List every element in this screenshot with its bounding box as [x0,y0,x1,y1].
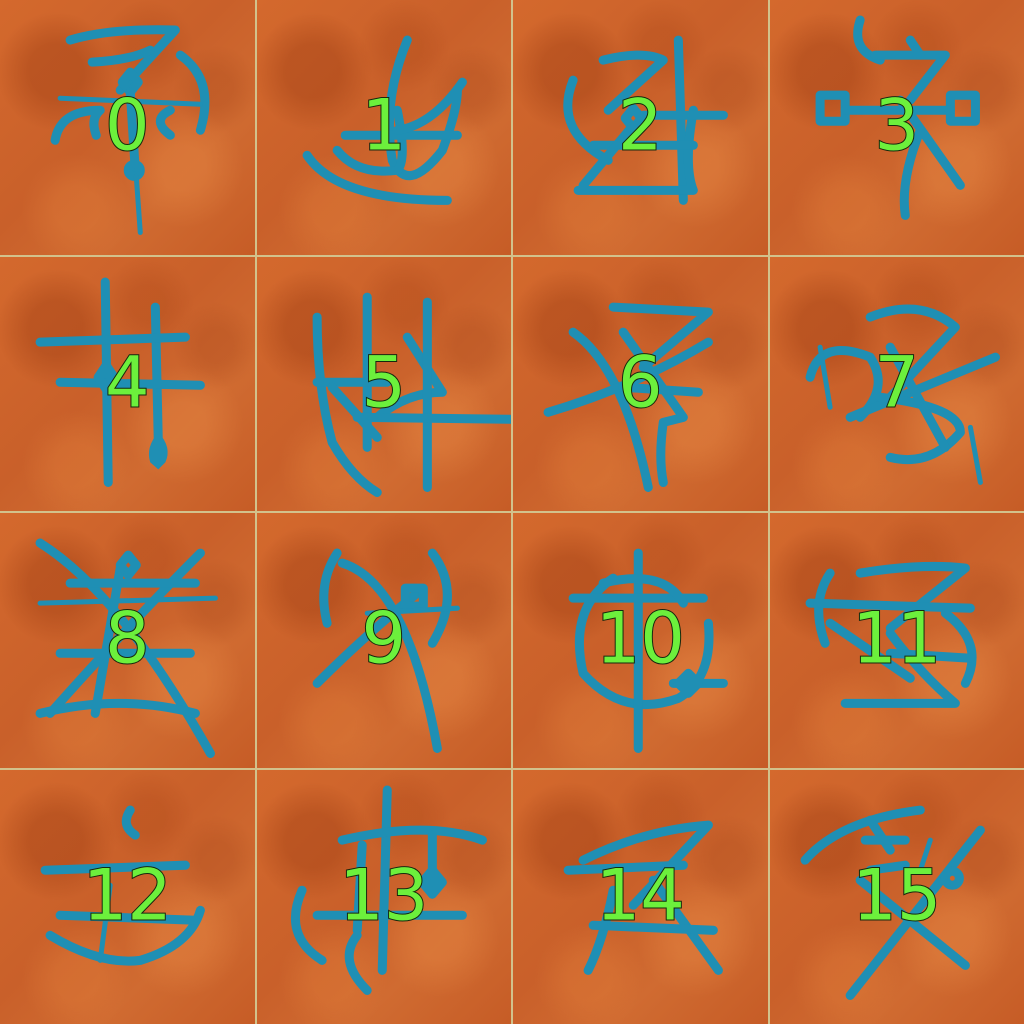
rune-2-icon [563,35,728,205]
rune-12-icon [40,805,205,966]
tile-8[interactable]: 8 [0,513,255,768]
rune-10-icon [568,548,728,753]
tile-10[interactable]: 10 [513,513,768,768]
tile-1[interactable]: 1 [256,0,511,255]
rune-1-icon [302,35,467,205]
tile-14[interactable]: 14 [513,769,768,1024]
rune-5-icon [312,292,511,497]
tile-3[interactable]: 3 [769,0,1024,255]
rune-4-icon [35,277,205,487]
rune-11-icon [805,561,977,708]
tile-5[interactable]: 5 [256,256,511,511]
tile-13[interactable]: 13 [256,769,511,1024]
rune-14-icon [563,820,723,975]
rune-0-icon [50,25,210,235]
rune-13-icon [290,785,487,995]
rune-9-icon [312,548,460,753]
tile-6[interactable]: 6 [513,256,768,511]
tile-15[interactable]: 15 [769,769,1024,1024]
tile-4[interactable]: 4 [0,256,255,511]
rune-15-icon [800,805,985,1000]
rune-3-icon [815,15,980,220]
tile-9[interactable]: 9 [256,513,511,768]
tile-2[interactable]: 2 [513,0,768,255]
tile-7[interactable]: 7 [769,256,1024,511]
tile-11[interactable]: 11 [769,513,1024,768]
rune-7-icon [805,304,1000,485]
tile-12[interactable]: 12 [0,769,255,1024]
tile-0[interactable]: 0 [0,0,255,255]
rune-8-icon [35,538,218,758]
rune-6-icon [543,302,713,492]
